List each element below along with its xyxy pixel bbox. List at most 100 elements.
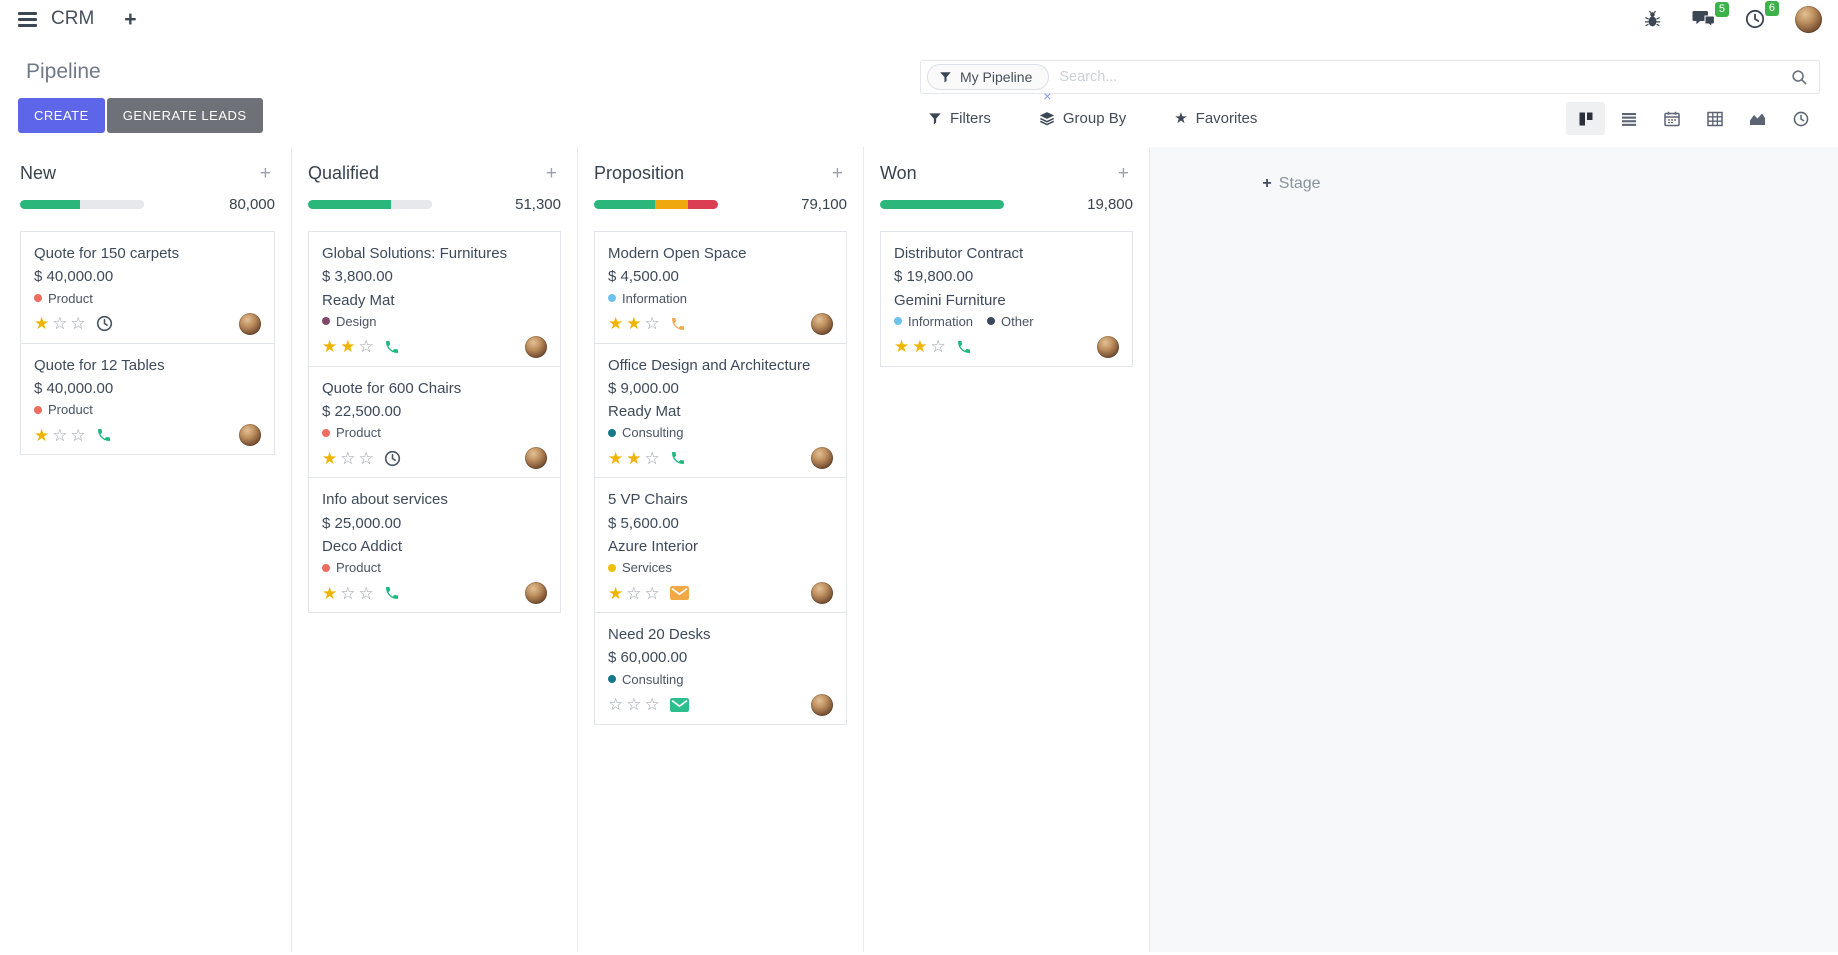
star-empty-icon[interactable]: ☆ xyxy=(626,695,642,714)
star-filled-icon[interactable]: ★ xyxy=(322,337,338,357)
star-filled-icon[interactable]: ★ xyxy=(34,314,50,333)
column-title: New xyxy=(20,163,57,183)
phone-activity-icon[interactable] xyxy=(956,339,972,355)
star-empty-icon[interactable]: ☆ xyxy=(70,425,86,445)
create-button[interactable]: CREATE xyxy=(18,98,105,133)
add-tab-icon[interactable]: + xyxy=(124,7,137,31)
phone-activity-icon[interactable] xyxy=(96,427,112,443)
group-by-menu[interactable]: Group By xyxy=(1039,110,1126,127)
star-empty-icon[interactable]: ☆ xyxy=(358,337,374,357)
clock-activity-icon[interactable] xyxy=(96,315,113,332)
quick-add-icon[interactable]: + xyxy=(545,163,557,184)
progress-segment[interactable] xyxy=(688,200,718,209)
progress-segment[interactable] xyxy=(308,200,392,209)
star-empty-icon[interactable]: ☆ xyxy=(358,448,374,468)
star-filled-icon[interactable]: ★ xyxy=(608,314,624,333)
kanban-card[interactable]: Modern Open Space $ 4,500.00 Information ★ ★… xyxy=(594,231,847,344)
progress-segment[interactable] xyxy=(654,200,689,209)
star-filled-icon[interactable]: ★ xyxy=(34,425,50,445)
card-footer: ★ ☆ ☆ xyxy=(34,424,261,446)
kanban-card[interactable]: Need 20 Desks $ 60,000.00 Consulting ☆ ☆ ☆ xyxy=(594,612,847,725)
progress-segment[interactable] xyxy=(20,200,80,209)
control-panel: Pipeline CREATE GENERATE LEADS My Pipeli… xyxy=(0,38,1838,147)
star-empty-icon[interactable]: ☆ xyxy=(626,583,642,603)
star-empty-icon[interactable]: ☆ xyxy=(340,583,356,603)
kanban-card[interactable]: Quote for 150 carpets $ 40,000.00 Product ★… xyxy=(20,231,275,344)
star-empty-icon[interactable]: ☆ xyxy=(52,314,68,333)
card-tags: Consulting xyxy=(608,672,833,687)
star-empty-icon[interactable]: ☆ xyxy=(644,695,660,714)
generate-leads-button[interactable]: GENERATE LEADS xyxy=(106,98,263,133)
star-empty-icon[interactable]: ☆ xyxy=(644,448,660,468)
favorites-menu[interactable]: ★ Favorites xyxy=(1174,110,1257,127)
quick-add-icon[interactable]: + xyxy=(259,163,271,184)
filters-menu[interactable]: Filters xyxy=(928,110,991,127)
star-empty-icon[interactable]: ☆ xyxy=(70,314,86,333)
filter-facet-my-pipeline[interactable]: My Pipeline xyxy=(927,64,1050,90)
pivot-view-icon[interactable] xyxy=(1695,102,1734,135)
star-filled-icon[interactable]: ★ xyxy=(894,337,910,357)
messages-icon[interactable]: 5 xyxy=(1692,1,1729,29)
progress-segment[interactable] xyxy=(594,200,655,209)
star-filled-icon[interactable]: ★ xyxy=(626,314,642,333)
search-bar[interactable]: My Pipeline × xyxy=(920,60,1820,104)
card-list: Global Solutions: Furnitures $ 3,800.00 Re… xyxy=(308,231,561,613)
quick-add-icon[interactable]: + xyxy=(1117,163,1129,184)
calendar-view-icon[interactable] xyxy=(1652,102,1691,135)
kanban-card[interactable]: Info about services $ 25,000.00 Deco Addic… xyxy=(308,477,561,613)
star-filled-icon[interactable]: ★ xyxy=(322,583,338,603)
star-filled-icon[interactable]: ★ xyxy=(608,583,624,603)
star-filled-icon[interactable]: ★ xyxy=(912,337,928,357)
star-empty-icon[interactable]: ☆ xyxy=(644,583,660,603)
facet-remove-icon[interactable]: × xyxy=(1043,88,1052,104)
column-total: 79,100 xyxy=(801,196,847,213)
envelope-activity-icon[interactable] xyxy=(669,697,689,712)
facet-label: My Pipeline xyxy=(960,69,1033,85)
kanban-view-icon[interactable] xyxy=(1566,102,1605,135)
add-stage-button[interactable]: + Stage xyxy=(1150,147,1433,193)
envelope-activity-icon[interactable] xyxy=(669,586,689,600)
graph-view-icon[interactable] xyxy=(1738,102,1777,135)
user-avatar[interactable] xyxy=(1795,5,1822,33)
card-partner: Ready Mat xyxy=(322,291,395,309)
search-input[interactable] xyxy=(1059,69,1781,85)
search-icon[interactable] xyxy=(1791,69,1808,86)
phone-activity-icon[interactable] xyxy=(384,339,400,355)
layers-icon xyxy=(1039,111,1055,126)
apps-menu-icon[interactable] xyxy=(16,8,39,31)
plus-icon: + xyxy=(1262,175,1272,192)
progress-segment[interactable] xyxy=(880,200,1004,209)
clock-activity-icon[interactable] xyxy=(384,450,401,467)
progress-segment[interactable] xyxy=(79,200,144,209)
kanban-card[interactable]: Distributor Contract $ 19,800.00 Gemini Fu… xyxy=(880,231,1133,367)
progress-segment[interactable] xyxy=(391,200,432,209)
activities-clock-icon[interactable]: 6 xyxy=(1745,1,1779,29)
quick-add-icon[interactable]: + xyxy=(831,163,843,184)
tag-label: Design xyxy=(336,313,377,329)
list-view-icon[interactable] xyxy=(1609,102,1648,135)
card-partner: Azure Interior xyxy=(608,537,699,555)
kanban-card[interactable]: Quote for 12 Tables $ 40,000.00 Product ★ ☆ ☆ xyxy=(20,342,275,455)
card-title: Global Solutions: Furnitures xyxy=(322,245,508,262)
phone-activity-icon[interactable] xyxy=(670,316,686,332)
star-empty-icon[interactable]: ☆ xyxy=(340,448,356,468)
phone-activity-icon[interactable] xyxy=(384,585,400,601)
star-empty-icon[interactable]: ☆ xyxy=(52,425,68,445)
card-tags: Services xyxy=(608,560,833,575)
kanban-card[interactable]: Quote for 600 Chairs $ 22,500.00 Product ★ ☆… xyxy=(308,365,561,479)
kanban-card[interactable]: 5 VP Chairs $ 5,600.00 Azure Interior Servi… xyxy=(594,477,847,613)
star-empty-icon[interactable]: ☆ xyxy=(644,314,660,333)
star-filled-icon[interactable]: ★ xyxy=(626,448,642,468)
star-empty-icon[interactable]: ☆ xyxy=(608,695,624,714)
kanban-card[interactable]: Global Solutions: Furnitures $ 3,800.00 Re… xyxy=(308,231,561,367)
star-filled-icon[interactable]: ★ xyxy=(340,337,356,357)
debug-bug-icon[interactable] xyxy=(1643,10,1662,29)
activity-view-icon[interactable] xyxy=(1781,102,1820,135)
star-filled-icon[interactable]: ★ xyxy=(608,448,624,468)
kanban-card[interactable]: Office Design and Architecture $ 9,000.00… xyxy=(594,342,847,479)
phone-activity-icon[interactable] xyxy=(670,450,686,466)
star-empty-icon[interactable]: ☆ xyxy=(358,583,374,603)
star-filled-icon[interactable]: ★ xyxy=(322,448,338,468)
star-empty-icon[interactable]: ☆ xyxy=(930,337,946,357)
app-title[interactable]: CRM xyxy=(51,8,95,29)
